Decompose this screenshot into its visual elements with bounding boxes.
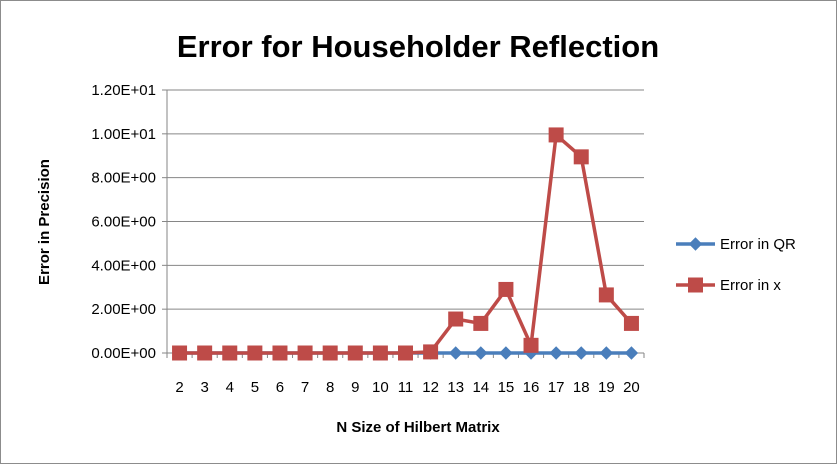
y-tick-label: 1.20E+01: [91, 82, 156, 99]
series-1: [172, 127, 639, 361]
data-point: [197, 345, 213, 361]
x-tick-label: 17: [548, 379, 565, 396]
legend-label: Error in x: [720, 277, 781, 294]
x-tick-label: 7: [301, 379, 309, 396]
x-axis-label: N Size of Hilbert Matrix: [336, 419, 500, 436]
data-point: [599, 346, 614, 360]
legend-swatch-marker: [688, 237, 703, 251]
chart-title: Error for Householder Reflection: [177, 29, 659, 64]
x-tick-label: 9: [351, 379, 359, 396]
x-tick-label: 14: [472, 379, 489, 396]
data-point: [423, 344, 439, 360]
data-point: [499, 346, 513, 360]
y-tick-label: 2.00E+00: [91, 301, 156, 318]
y-tick-label: 8.00E+00: [91, 170, 156, 187]
legend-entry: Error in x: [676, 277, 781, 294]
y-tick-label: 6.00E+00: [91, 214, 156, 231]
series-line: [179, 133, 633, 355]
grid-layer: [167, 89, 644, 310]
data-point: [222, 345, 238, 361]
data-point: [548, 127, 564, 143]
data-point: [598, 287, 614, 303]
x-tick-label: 16: [523, 379, 540, 396]
legend-entry: Error in QR: [676, 236, 796, 253]
data-point: [623, 315, 639, 331]
x-tick-label: 6: [276, 379, 284, 396]
legend-swatch-marker: [688, 277, 703, 293]
y-tick-labels: 0.00E+00 2.00E+00 4.00E+00 6.00E+00 8.00E+00…: [91, 82, 156, 362]
data-point: [474, 346, 488, 360]
data-point: [398, 345, 413, 361]
data-point: [272, 345, 288, 361]
x-tick-label: 11: [398, 379, 414, 396]
data-point: [347, 345, 363, 361]
x-tick-label: 8: [326, 379, 334, 396]
data-point: [297, 345, 313, 361]
x-tick-label: 10: [372, 379, 389, 396]
x-tick-label: 15: [498, 379, 515, 396]
data-point: [523, 337, 539, 353]
data-point: [549, 346, 563, 360]
data-point: [372, 345, 388, 361]
y-tick-label: 4.00E+00: [91, 257, 156, 274]
y-tick-label: 0.00E+00: [91, 345, 156, 362]
x-tick-label: 4: [226, 379, 234, 396]
data-point: [473, 315, 489, 331]
data-point: [322, 345, 338, 361]
x-tick-label: 13: [447, 379, 464, 396]
x-tick-label: 2: [175, 379, 183, 396]
legend: Error in QR Error in x: [676, 236, 796, 294]
data-point: [498, 281, 514, 297]
x-tick-label: 18: [573, 379, 590, 396]
y-axis-label: Error in Precision: [36, 159, 53, 285]
x-tick-label: 3: [200, 379, 208, 396]
legend-label: Error in QR: [720, 236, 796, 253]
data-point: [247, 345, 263, 361]
x-tick-labels: 2 3 4 5 6 7 8 9 10 11 12 13 14 15 16 17 18 19 20: [175, 379, 639, 396]
x-tick-label: 19: [598, 379, 615, 396]
x-tick-label: 5: [251, 379, 259, 396]
data-point: [574, 346, 588, 360]
data-point: [448, 311, 464, 327]
data-point: [449, 346, 463, 360]
series-layer: [172, 127, 639, 361]
x-tick-label: 20: [623, 379, 640, 396]
data-point: [624, 346, 639, 360]
data-point: [172, 345, 188, 361]
y-tick-label: 1.00E+01: [91, 126, 156, 143]
axes-layer: [162, 89, 645, 358]
data-point: [573, 149, 589, 165]
x-tick-label: 12: [422, 379, 439, 396]
